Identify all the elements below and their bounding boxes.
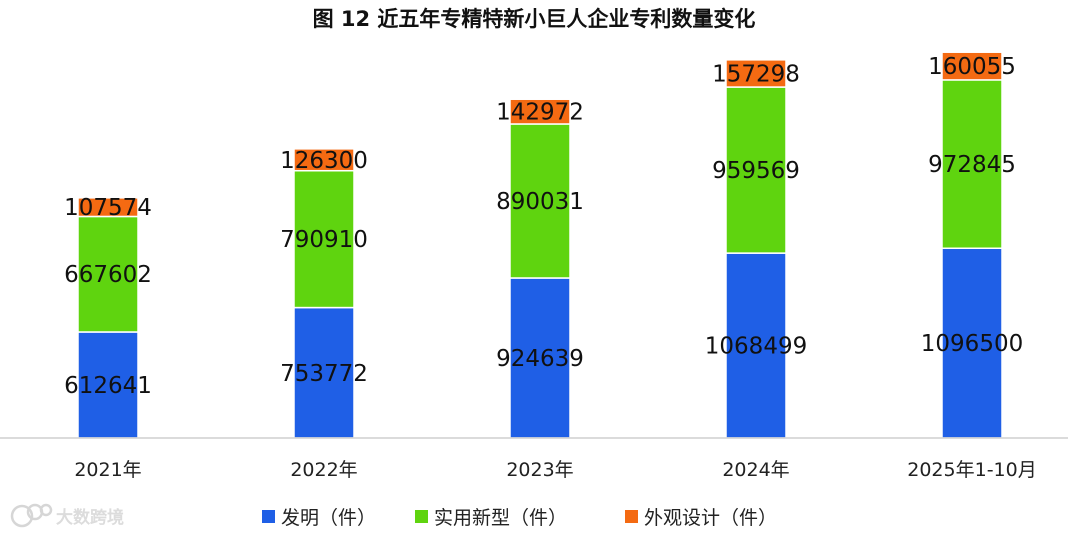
data-label-utility-model-4: 972845 [928, 152, 1016, 178]
legend-swatch-design [625, 510, 638, 523]
watermark: 大数跨境 [10, 503, 124, 528]
legend-label-utility-model: 实用新型（件） [434, 507, 567, 529]
data-label-utility-model-0: 667602 [64, 262, 152, 288]
x-tick-label-3: 2024年 [722, 459, 789, 481]
legend: 发明（件） 实用新型（件） 外观设计（件） [262, 507, 777, 529]
bar-invention-1 [293, 306, 355, 439]
bar-design-0 [77, 197, 139, 218]
watermark-text: 大数跨境 [56, 507, 124, 528]
data-label-utility-model-2: 890031 [496, 189, 584, 215]
x-tick-labels: 2021年 2022年 2023年 2024年 2025年1-10月 [74, 459, 1036, 481]
bar-utility-model-1 [293, 169, 355, 309]
data-label-invention-0: 612641 [64, 373, 152, 399]
data-label-design-0: 107574 [64, 195, 152, 221]
legend-swatch-utility-model [415, 510, 428, 523]
data-label-invention-4: 1096500 [921, 331, 1023, 357]
bar-design-1 [293, 148, 355, 172]
x-tick-label-1: 2022年 [290, 459, 357, 481]
data-label-invention-1: 753772 [280, 361, 368, 387]
data-labels-layer: 612641 667602 107574 753772 790910 126300 9246… [64, 54, 1023, 399]
bar-utility-model-4 [941, 79, 1003, 250]
bars-layer [77, 51, 1003, 439]
bar-invention-2 [509, 277, 571, 439]
data-label-invention-3: 1068499 [705, 334, 807, 360]
data-label-design-3: 157298 [712, 61, 800, 87]
bar-invention-3 [725, 252, 787, 439]
legend-item-invention: 发明（件） [262, 507, 376, 529]
data-label-invention-2: 924639 [496, 346, 584, 372]
legend-item-utility-model: 实用新型（件） [415, 507, 567, 529]
bar-design-4 [941, 51, 1003, 81]
data-label-design-2: 142972 [496, 100, 584, 126]
data-label-design-1: 126300 [280, 148, 368, 174]
x-tick-label-0: 2021年 [74, 459, 141, 481]
legend-swatch-invention [262, 510, 275, 523]
chart-title: 图 12 近五年专精特新小巨人企业专利数量变化 [313, 7, 756, 31]
bar-utility-model-3 [725, 86, 787, 254]
bar-utility-model-2 [509, 123, 571, 279]
x-tick-label-4: 2025年1-10月 [907, 459, 1036, 481]
bar-invention-0 [77, 331, 139, 439]
legend-item-design: 外观设计（件） [625, 507, 777, 529]
data-label-utility-model-3: 959569 [712, 158, 800, 184]
legend-label-design: 外观设计（件） [644, 507, 777, 529]
data-label-design-4: 160055 [928, 54, 1016, 80]
watermark-logo-icon [10, 503, 53, 528]
bar-invention-4 [941, 247, 1003, 439]
bar-design-2 [509, 98, 571, 125]
legend-label-invention: 发明（件） [281, 507, 376, 529]
x-tick-label-2: 2023年 [506, 459, 573, 481]
data-label-utility-model-1: 790910 [280, 227, 368, 253]
bar-utility-model-0 [77, 215, 139, 333]
bar-design-3 [725, 59, 787, 88]
